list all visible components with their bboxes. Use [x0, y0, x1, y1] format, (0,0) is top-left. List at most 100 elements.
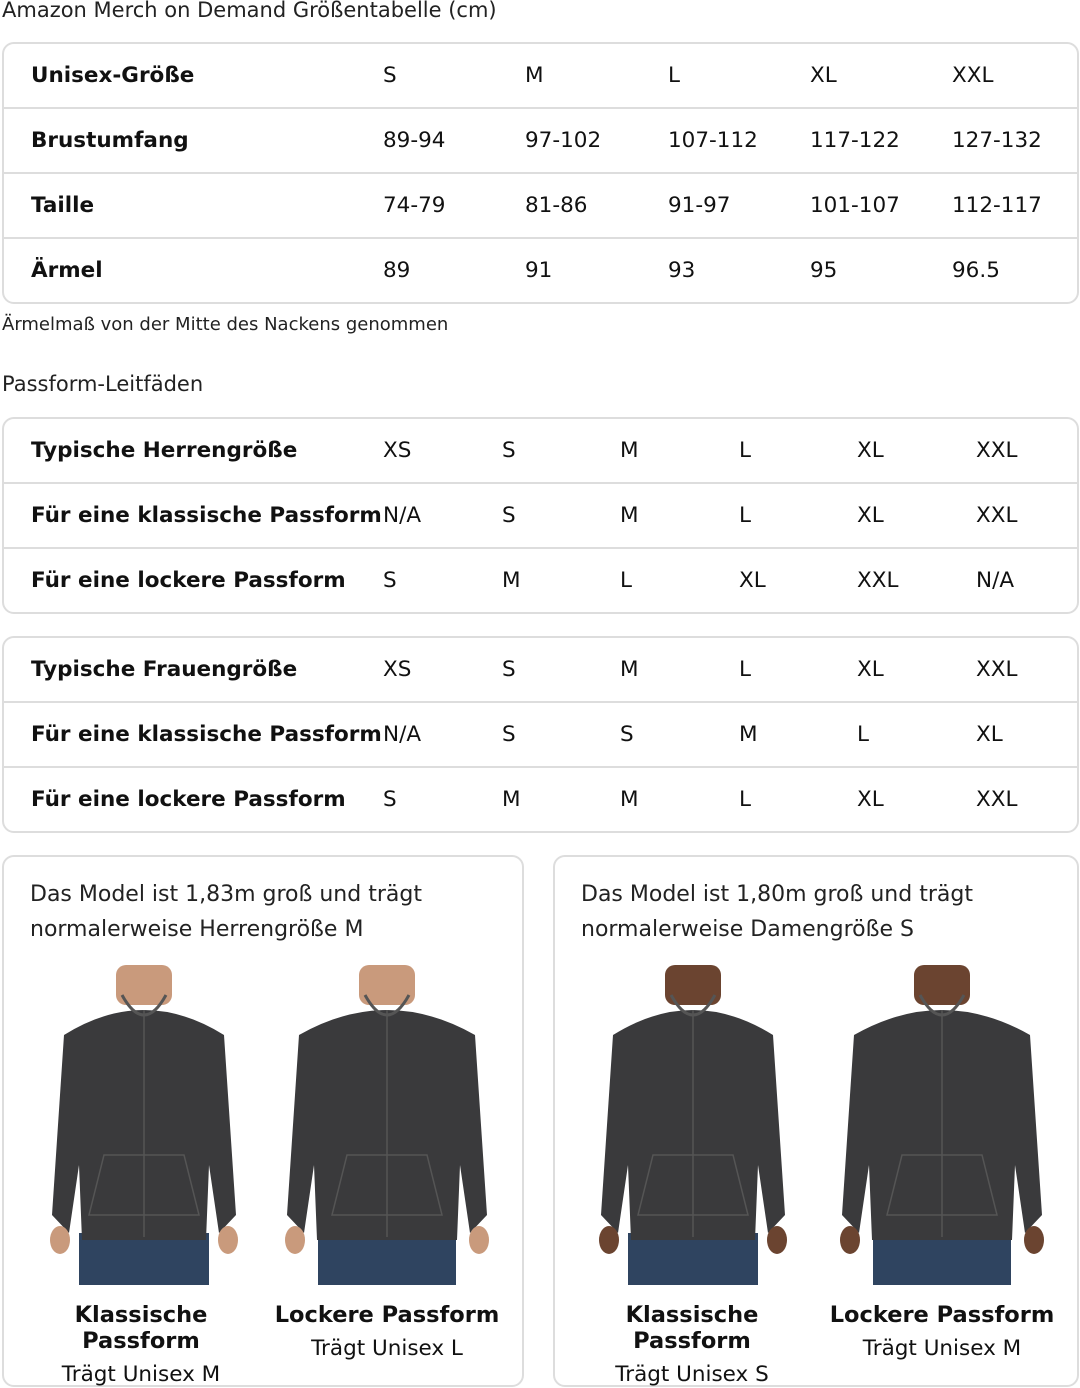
- row-label: Taille: [31, 193, 95, 218]
- table-cell: 117-122: [810, 128, 900, 153]
- fit-title: Klassische Passform: [74, 1302, 208, 1354]
- hand: [469, 1226, 489, 1254]
- hand: [218, 1226, 238, 1254]
- row-label: Typische Frauengröße: [31, 657, 298, 682]
- table-cell: 96.5: [952, 258, 1000, 283]
- table-cell: XL: [810, 63, 837, 88]
- hand: [767, 1226, 787, 1254]
- table-cell: 89-94: [383, 128, 446, 153]
- table-row: Taille 74-79 81-86 91-97 101-107 112-117: [4, 172, 1077, 237]
- row-label: Für eine klassische Passform: [31, 503, 382, 528]
- table-cell: XXL: [857, 568, 899, 593]
- table-cell: XXL: [952, 63, 994, 88]
- table-cell: M: [502, 568, 521, 593]
- table-row: Ärmel 89 91 93 95 96.5: [4, 237, 1077, 302]
- fit-label-loose: Lockere Passform Trägt Unisex M: [817, 1302, 1067, 1361]
- table-row: Typische Frauengröße XS S M L XL XXL: [4, 638, 1077, 701]
- model-head: [914, 965, 970, 1005]
- fit-title: Lockere Passform: [274, 1302, 500, 1328]
- women-model-card: Das Model ist 1,80m groß und trägt norma…: [553, 855, 1079, 1387]
- hoodie-model-figure: [50, 965, 238, 1285]
- table-cell: 112-117: [952, 193, 1042, 218]
- table-row: Unisex-Größe S M L XL XXL: [4, 44, 1077, 107]
- hoodie-model-figure: [840, 965, 1044, 1285]
- fit-title: Lockere Passform: [829, 1302, 1055, 1328]
- table-row: Für eine klassische Passform N/A S M L XL XXL: [4, 482, 1077, 547]
- hoodie-model-figure: [599, 965, 787, 1285]
- table-cell: M: [525, 63, 544, 88]
- table-cell: S: [502, 722, 516, 747]
- table-cell: XL: [976, 722, 1003, 747]
- fit-subtitle: Trägt Unisex L: [311, 1336, 463, 1361]
- table-cell: XL: [739, 568, 766, 593]
- model-photo-loose-fit: [822, 965, 1062, 1285]
- fit-subtitle: Trägt Unisex M: [61, 1362, 221, 1387]
- table-cell: 95: [810, 258, 838, 283]
- fit-label-classic: Klassische Passform Trägt Unisex S: [567, 1302, 817, 1387]
- table-cell: M: [620, 657, 639, 682]
- row-label: Ärmel: [31, 258, 103, 283]
- table-cell: 93: [668, 258, 696, 283]
- table-row: Brustumfang 89-94 97-102 107-112 117-122 127-…: [4, 107, 1077, 172]
- table-cell: XXL: [976, 503, 1018, 528]
- hand: [50, 1226, 70, 1254]
- table-cell: M: [620, 503, 639, 528]
- jeans: [318, 1233, 456, 1285]
- caption-line: Das Model ist 1,80m groß und trägt: [581, 882, 973, 907]
- table-cell: XL: [857, 657, 884, 682]
- table-cell: XXL: [976, 787, 1018, 812]
- table-row: Typische Herrengröße XS S M L XL XXL: [4, 419, 1077, 482]
- table-cell: N/A: [383, 722, 422, 747]
- table-cell: S: [383, 787, 397, 812]
- row-label: Für eine lockere Passform: [31, 787, 346, 812]
- table-cell: XXL: [976, 657, 1018, 682]
- caption-line: normalerweise Damengröße S: [581, 917, 914, 942]
- women-fit-table: Typische Frauengröße XS S M L XL XXL Für eine k…: [2, 636, 1079, 833]
- fit-subtitle: Trägt Unisex M: [862, 1336, 1022, 1361]
- table-cell: XL: [857, 503, 884, 528]
- table-cell: L: [739, 787, 751, 812]
- table-cell: XS: [383, 438, 412, 463]
- table-cell: L: [668, 63, 680, 88]
- table-cell: L: [857, 722, 869, 747]
- model-head: [665, 965, 721, 1005]
- table-cell: XL: [857, 787, 884, 812]
- fit-label-loose: Lockere Passform Trägt Unisex L: [262, 1302, 512, 1361]
- fit-subtitle: Trägt Unisex S: [615, 1362, 769, 1387]
- hand: [599, 1226, 619, 1254]
- row-label: Brustumfang: [31, 128, 189, 153]
- table-cell: M: [739, 722, 758, 747]
- table-cell: XS: [383, 657, 412, 682]
- table-cell: 91-97: [668, 193, 731, 218]
- unisex-size-table: Unisex-Größe S M L XL XXL Brustumfang 89-94 97-1…: [2, 42, 1079, 304]
- hand: [1024, 1226, 1044, 1254]
- caption-line: normalerweise Herrengröße M: [30, 917, 364, 942]
- jeans: [628, 1233, 758, 1285]
- table-cell: M: [620, 438, 639, 463]
- table-cell: M: [620, 787, 639, 812]
- model-head: [116, 965, 172, 1005]
- model-photo-loose-fit: [267, 965, 507, 1285]
- table-cell: M: [502, 787, 521, 812]
- table-cell: 101-107: [810, 193, 900, 218]
- men-model-caption: Das Model ist 1,83m groß und trägt norma…: [30, 877, 422, 947]
- model-photo-classic-fit: [24, 965, 264, 1285]
- sleeve-note: Ärmelmaß von der Mitte des Nackens genom…: [2, 314, 449, 335]
- fit-title: Klassische Passform: [625, 1302, 759, 1354]
- table-cell: L: [739, 657, 751, 682]
- table-cell: L: [739, 438, 751, 463]
- table-cell: L: [620, 568, 632, 593]
- row-label: Unisex-Größe: [31, 63, 195, 88]
- table-cell: XL: [857, 438, 884, 463]
- men-fit-table: Typische Herrengröße XS S M L XL XXL Für eine k…: [2, 417, 1079, 614]
- table-cell: 89: [383, 258, 411, 283]
- jeans: [79, 1233, 209, 1285]
- table-cell: S: [502, 438, 516, 463]
- table-cell: S: [383, 568, 397, 593]
- table-cell: N/A: [383, 503, 422, 528]
- table-row: Für eine lockere Passform S M L XL XXL N/A: [4, 547, 1077, 612]
- men-model-card: Das Model ist 1,83m groß und trägt norma…: [2, 855, 524, 1387]
- fit-guide-title: Passform-Leitfäden: [2, 372, 204, 396]
- page-title: Amazon Merch on Demand Größentabelle (cm…: [2, 0, 497, 22]
- women-model-caption: Das Model ist 1,80m groß und trägt norma…: [581, 877, 973, 947]
